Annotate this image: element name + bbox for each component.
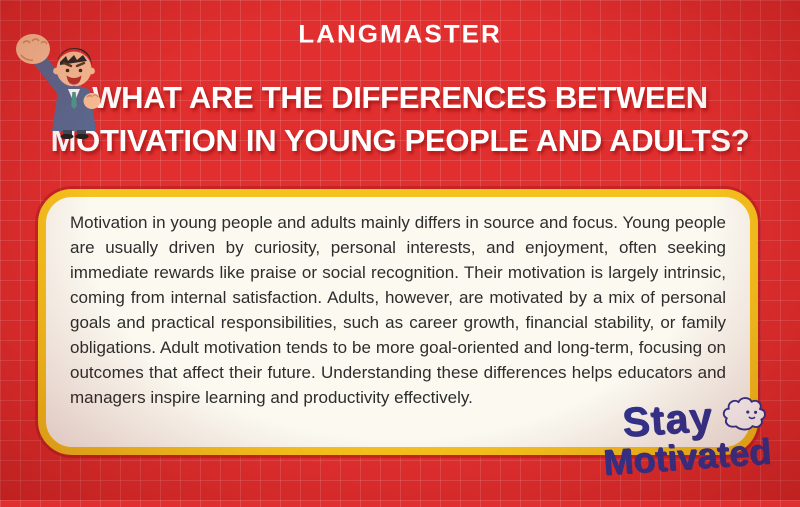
page-title: WHAT ARE THE DIFFERENCES BETWEEN MOTIVAT… [0,76,800,162]
page-title-line1: WHAT ARE THE DIFFERENCES BETWEEN [92,80,708,115]
body-paragraph: Motivation in young people and adults ma… [70,213,726,407]
smiling-cloud-icon [722,397,766,431]
brand-logo: LANGMASTER [298,19,502,49]
stay-motivated-sticker: Stay Motivated [576,393,797,507]
content-card: Motivation in young people and adults ma… [38,189,758,455]
page-title-line2: MOTIVATION IN YOUNG PEOPLE AND ADULTS? [50,123,750,158]
sticker-line2: Motivated [601,430,773,483]
cheering-businessman-icon [16,34,101,139]
